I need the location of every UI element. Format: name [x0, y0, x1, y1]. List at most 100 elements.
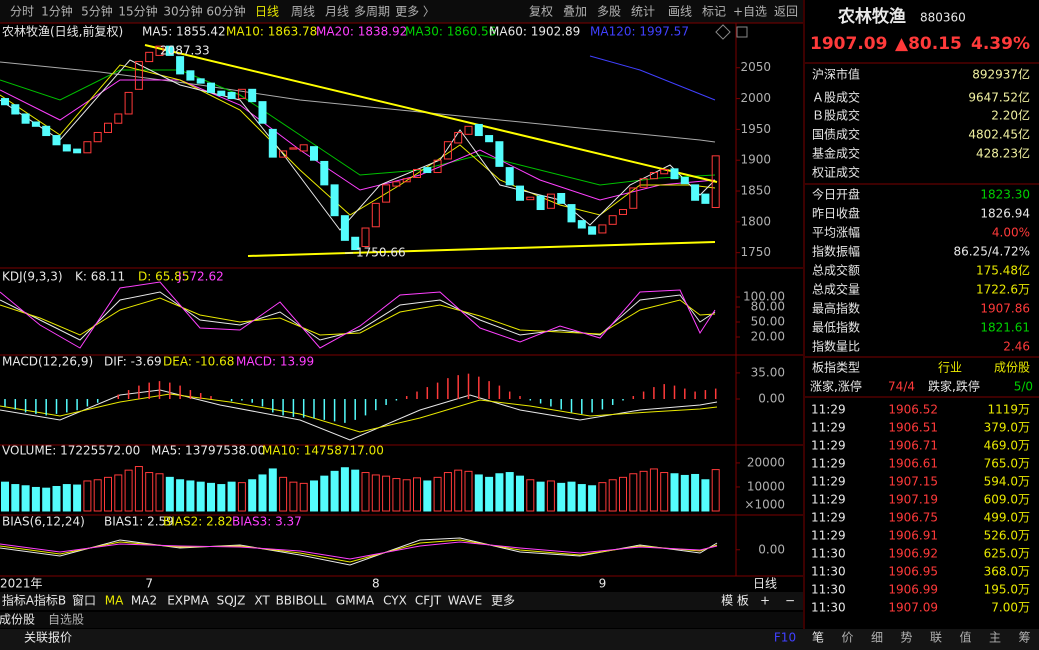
stock-code: 880360 [920, 11, 966, 25]
sub-tab[interactable]: 成份股 [0, 613, 35, 627]
indicator-tab[interactable]: 窗口 [72, 594, 96, 608]
indicator-tab[interactable]: EXPMA [167, 594, 209, 608]
volume-bar [660, 472, 669, 512]
indicator-tab[interactable]: 更多 [491, 594, 515, 608]
tool-button[interactable]: 统计 [631, 5, 655, 19]
candle [577, 220, 586, 229]
period-tab[interactable]: 5分钟 [81, 4, 113, 19]
indicator-tab[interactable]: CFJT [415, 594, 442, 608]
period-tab[interactable]: 更多 〉 [395, 5, 435, 19]
footer-tab[interactable]: 联 [930, 631, 942, 645]
volume-bar [114, 474, 123, 512]
sector-link[interactable]: 成份股 [994, 361, 1030, 375]
sub-tab[interactable]: 自选股 [48, 613, 84, 627]
tool-button[interactable]: 标记 [702, 5, 726, 19]
indicator-tab[interactable]: MA [105, 594, 124, 608]
template-tab[interactable]: + [760, 594, 770, 608]
footer-tab[interactable]: 筹 [1018, 631, 1030, 645]
stat-value: 1821.61 [980, 321, 1030, 335]
price: 1907.09 [810, 34, 887, 54]
period-tab[interactable]: 月线 [325, 5, 349, 19]
period-tab[interactable]: 多周期 [354, 5, 390, 19]
footer-tab[interactable]: 主 [989, 631, 1001, 645]
volume-bar [546, 480, 555, 512]
candle [392, 181, 401, 187]
tool-button[interactable]: 返回 [774, 5, 798, 19]
volume-bar [505, 472, 514, 512]
volume-bar [186, 480, 195, 512]
tool-button[interactable]: 画线 [668, 5, 692, 19]
period-tab[interactable]: 日线 [255, 5, 279, 19]
candle [546, 193, 555, 209]
indicator-tab[interactable]: CYX [383, 594, 407, 608]
trade-volume: 609.0万 [984, 493, 1030, 507]
volume-bar [330, 470, 339, 512]
indicator-tab[interactable]: MA2 [131, 594, 157, 608]
trade-time: 11:30 [811, 583, 846, 597]
indicator-tab[interactable]: 指标B [34, 593, 66, 608]
candle [11, 104, 20, 115]
footer-link[interactable]: F10 [774, 631, 796, 645]
candle [557, 192, 566, 204]
footer-tab[interactable]: 势 [900, 631, 912, 645]
volume-bar [413, 477, 421, 512]
candle [474, 123, 483, 137]
indicator-label: DIF: -3.69 [104, 355, 162, 369]
candle [1, 98, 9, 106]
volume-bar [52, 485, 61, 512]
volume-bar [577, 484, 586, 512]
indicator-tab[interactable]: XT [254, 594, 270, 608]
indicator-tab[interactable]: BBIBOLL [276, 594, 327, 608]
icon[interactable] [736, 26, 748, 38]
sector-link[interactable]: 行业 [938, 361, 962, 375]
volume-bar [433, 476, 442, 512]
period-tab[interactable]: 1分钟 [41, 4, 73, 19]
trade-price: 1906.91 [888, 529, 938, 543]
volume-bar [31, 486, 40, 512]
period-tab[interactable]: 60分钟 [206, 4, 245, 19]
tool-button[interactable]: +自选 [733, 5, 767, 19]
candle [330, 184, 339, 217]
template-tab[interactable]: − [785, 594, 795, 608]
indicator-tab[interactable]: 指标A [2, 593, 35, 608]
chart-title: 农林牧渔(日线,前复权) [2, 24, 123, 39]
footer-tab[interactable]: 值 [959, 630, 971, 645]
candle [526, 196, 535, 201]
y-tick-label: 1900 [740, 153, 771, 167]
footer-link[interactable]: 关联报价 [24, 630, 72, 645]
footer-tab[interactable]: 价 [841, 631, 853, 645]
indicator-tab[interactable]: GMMA [336, 594, 375, 608]
volume-bar [196, 481, 205, 512]
period-tab[interactable]: 30分钟 [163, 4, 202, 19]
y-tick-label: 50.00 [751, 315, 785, 329]
period-tab[interactable]: 周线 [291, 5, 315, 19]
volume-bar [691, 473, 700, 512]
x-tick-label: 8 [372, 577, 380, 591]
indicator-label: K: 68.11 [75, 270, 125, 284]
indicator-label: MACD: 13.99 [236, 355, 314, 369]
icon[interactable] [715, 24, 731, 40]
candle [680, 176, 689, 185]
stat-label: 昨日收盘 [812, 206, 860, 221]
volume-bar [454, 469, 463, 512]
footer-tab[interactable]: 笔 [812, 630, 824, 645]
volume-bar [289, 481, 298, 512]
period-tab[interactable]: 分时 [10, 5, 34, 19]
indicator-tab[interactable]: SQJZ [217, 594, 246, 608]
tool-button[interactable]: 多股 [597, 5, 621, 19]
volume-bar [608, 479, 617, 512]
footer-tab[interactable]: 细 [871, 631, 883, 645]
template-tab[interactable]: 模 板 [721, 594, 749, 608]
candle [371, 202, 380, 228]
y-tick-label: 1950 [740, 122, 771, 136]
tool-button[interactable]: 叠加 [563, 5, 587, 19]
volume-bar [217, 484, 226, 512]
volume-bar [207, 482, 215, 512]
period-tab[interactable]: 15分钟 [118, 4, 157, 19]
trade-price: 1906.71 [888, 439, 938, 453]
indicator-tab[interactable]: WAVE [448, 594, 482, 608]
tool-button[interactable]: 复权 [529, 5, 553, 19]
y-tick-label: 80.00 [751, 300, 785, 314]
